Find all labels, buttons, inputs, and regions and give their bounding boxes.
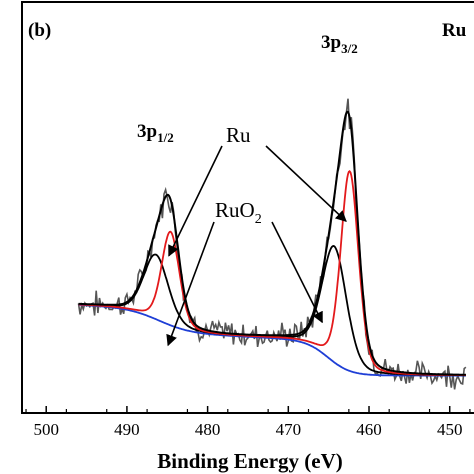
arrow-ruo2-3-2	[271, 221, 323, 324]
envelope-line	[78, 110, 466, 376]
panel-label: (b)	[28, 20, 51, 41]
x-tick-label-470: 470	[276, 420, 302, 439]
ru-component-line	[78, 169, 466, 376]
arrow-ruo2-1-2	[166, 221, 215, 347]
plot-frame	[21, 1, 474, 414]
panel-tag: Ru	[442, 20, 467, 41]
background-line	[78, 304, 466, 377]
annotation-ru: Ru	[226, 123, 251, 147]
annotation-ruo2: RuO2	[215, 198, 262, 227]
annotation-arrows	[166, 145, 347, 347]
arrow-ru-3-2	[265, 145, 347, 222]
x-tick-label-500: 500	[33, 420, 59, 439]
x-axis-ticks: 500 490 480 470 460 450	[25, 406, 471, 439]
x-axis-label: Binding Energy (eV)	[157, 449, 343, 473]
plot-series	[77, 98, 467, 390]
peak-label-3p-3-2: 3p3/2	[321, 32, 358, 56]
x-tick-label-450: 450	[437, 420, 463, 439]
arrow-ru-1-2	[168, 145, 223, 257]
x-tick-label-480: 480	[195, 420, 221, 439]
x-tick-label-490: 490	[114, 420, 140, 439]
x-tick-label-460: 460	[356, 420, 382, 439]
raw-data-line	[77, 98, 467, 390]
peak-label-3p-1-2: 3p1/2	[137, 121, 174, 145]
